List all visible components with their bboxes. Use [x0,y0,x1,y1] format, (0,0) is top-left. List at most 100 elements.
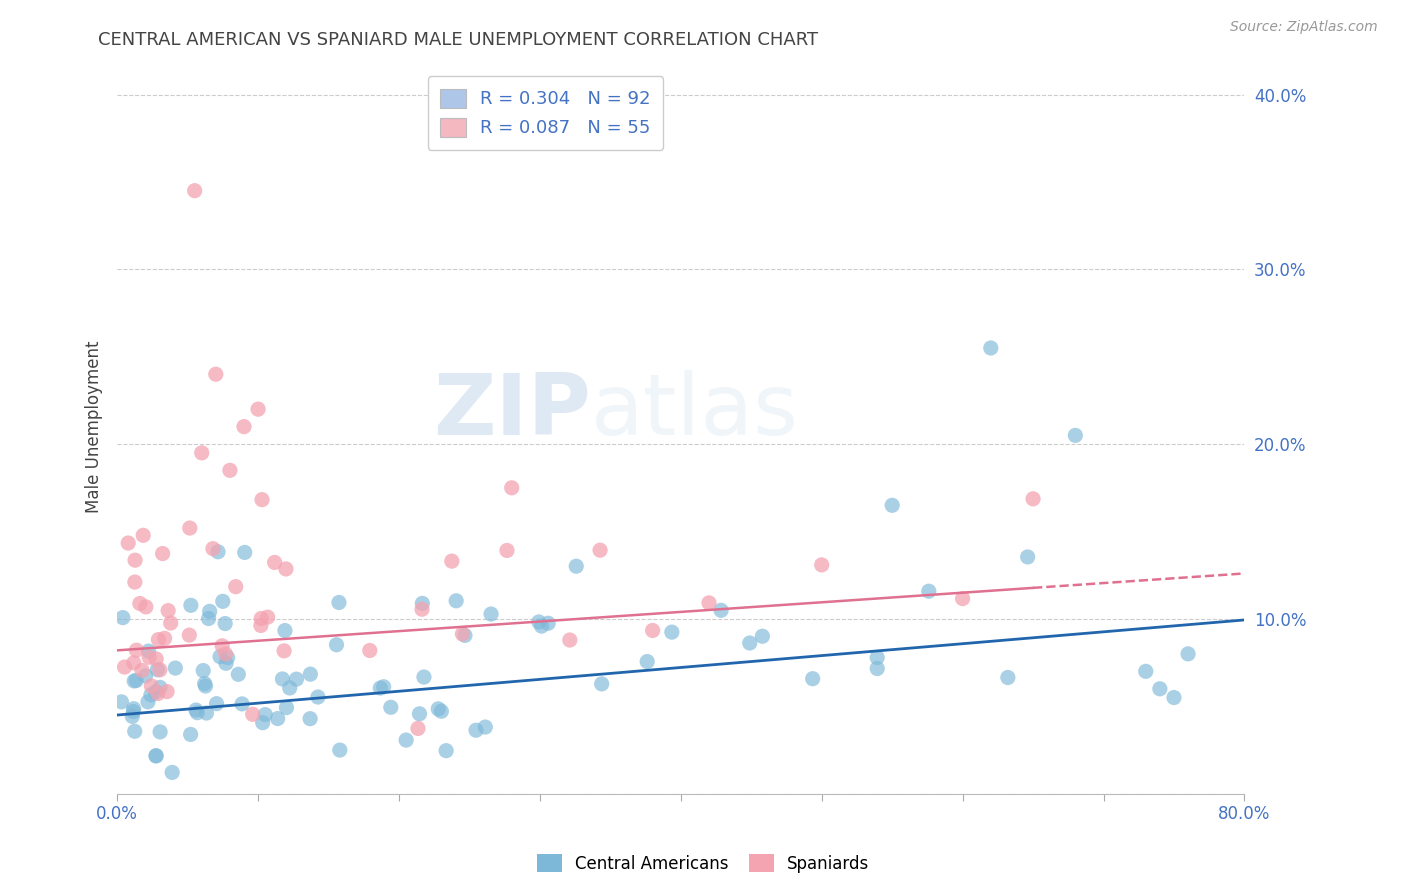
Point [157,604,180,618]
Point [325,638,347,652]
Point [194,676,217,690]
Point [434,744,457,758]
Point [1135,665,1157,679]
Point [138,650,160,665]
Point [866,650,889,665]
Text: ZIP: ZIP [433,370,591,453]
Point [205,697,228,711]
Point [180,599,202,613]
Point [589,543,612,558]
Point [254,707,277,722]
Point [122,705,145,719]
Point [501,481,523,495]
Point [125,673,148,688]
Point [406,722,429,736]
Point [135,599,157,614]
Point [159,615,181,630]
Point [214,616,236,631]
Point [1064,428,1087,442]
Point [411,596,433,610]
Legend: Central Americans, Spaniards: Central Americans, Spaniards [530,847,876,880]
Point [256,610,278,624]
Point [141,679,163,693]
Point [211,639,233,653]
Point [537,616,560,631]
Point [111,610,134,624]
Point [274,562,297,576]
Point [145,748,167,763]
Point [205,368,228,382]
Point [641,624,664,638]
Point [128,597,150,611]
Point [474,720,496,734]
Point [145,685,167,699]
Point [179,628,201,642]
Point [530,619,553,633]
Point [271,672,294,686]
Point [114,660,136,674]
Point [194,679,217,693]
Point [183,184,205,198]
Point [1017,549,1039,564]
Point [233,419,256,434]
Point [124,724,146,739]
Point [146,686,169,700]
Point [153,632,176,646]
Point [661,625,683,640]
Point [250,492,273,507]
Point [451,627,474,641]
Point [139,688,162,702]
Point [299,712,322,726]
Point [193,664,215,678]
Point [149,725,172,739]
Text: atlas: atlas [591,370,799,453]
Y-axis label: Male Unemployment: Male Unemployment [86,341,103,513]
Point [380,700,402,714]
Point [214,647,236,661]
Point [918,584,941,599]
Point [444,594,467,608]
Point [122,702,145,716]
Point [299,667,322,681]
Point [440,554,463,568]
Point [329,743,352,757]
Point [197,611,219,625]
Point [131,664,153,678]
Point [117,536,139,550]
Point [427,702,450,716]
Point [454,628,477,642]
Text: CENTRAL AMERICAN VS SPANIARD MALE UNEMPLOYMENT CORRELATION CHART: CENTRAL AMERICAN VS SPANIARD MALE UNEMPL… [98,31,818,49]
Point [125,643,148,657]
Point [145,749,167,764]
Point [252,715,274,730]
Point [195,706,218,720]
Point [124,575,146,590]
Point [1149,681,1171,696]
Point [198,604,221,618]
Point [217,650,239,665]
Point [110,695,132,709]
Point [225,580,247,594]
Point [190,446,212,460]
Point [165,661,187,675]
Point [430,704,453,718]
Point [465,723,488,738]
Point [328,595,350,609]
Point [697,596,720,610]
Point [247,402,270,417]
Point [208,649,231,664]
Point [122,673,145,688]
Point [273,644,295,658]
Point [307,690,329,704]
Point [1163,690,1185,705]
Point [146,663,169,677]
Point [565,559,588,574]
Point [207,545,229,559]
Point [186,706,208,720]
Point [527,615,550,629]
Point [274,624,297,638]
Point [413,670,436,684]
Point [1022,491,1045,506]
Point [479,607,502,621]
Point [558,633,581,648]
